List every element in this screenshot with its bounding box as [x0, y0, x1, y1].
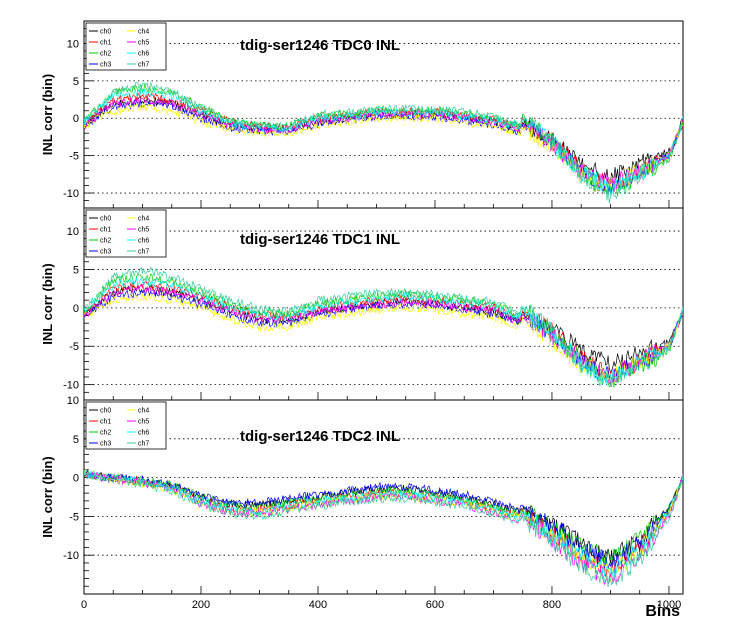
- y-tick-label: 5: [73, 264, 79, 276]
- series-line-ch7: [84, 81, 683, 204]
- y-tick-label: 5: [73, 76, 79, 88]
- legend-box: [85, 209, 167, 258]
- series-line-ch7: [84, 469, 683, 588]
- legend-label-ch2: ch2: [100, 430, 111, 437]
- legend-label-ch2: ch2: [100, 238, 111, 245]
- series-line-ch5: [84, 284, 683, 386]
- chart-title: tdig-ser1246 TDC0 INL: [240, 37, 400, 54]
- legend-label-ch6: ch6: [138, 51, 149, 58]
- legend-label-ch3: ch3: [100, 441, 111, 448]
- y-tick-label: -5: [69, 151, 79, 163]
- y-tick-label: 10: [67, 226, 79, 238]
- chart-title: tdig-ser1246 TDC2 INL: [240, 428, 400, 445]
- legend-label-ch4: ch4: [138, 29, 149, 36]
- legend: ch0 ch1 ch2 ch3 ch4 ch5 ch6 ch7: [85, 401, 167, 450]
- legend-label-ch5: ch5: [138, 227, 149, 234]
- legend-label-ch1: ch1: [100, 40, 111, 47]
- legend-label-ch0: ch0: [100, 408, 111, 415]
- legend-label-ch7: ch7: [138, 62, 149, 69]
- legend-label-ch5: ch5: [138, 40, 149, 47]
- x-tick-label: 400: [309, 599, 327, 611]
- x-tick-label: 0: [81, 599, 87, 611]
- y-axis-label: INL corr (bin): [40, 456, 55, 537]
- series-line-ch6: [84, 469, 683, 579]
- chart-panel-2: -10 -5 0 5 10 0 200 400 600 800 1000 tdig-ser1246 T…: [40, 395, 684, 620]
- legend-label-ch1: ch1: [100, 419, 111, 426]
- legend-label-ch3: ch3: [100, 62, 111, 69]
- series-line-ch2: [84, 470, 683, 566]
- legend: ch0 ch1 ch2 ch3 ch4 ch5 ch6 ch7: [85, 22, 167, 71]
- series-line-ch5: [84, 96, 683, 192]
- y-tick-label: -10: [63, 550, 79, 562]
- legend-box: [85, 401, 167, 450]
- x-tick-label: 800: [543, 599, 561, 611]
- series-line-ch4: [84, 292, 683, 387]
- series-line-ch6: [84, 87, 683, 196]
- legend-label-ch2: ch2: [100, 51, 111, 58]
- y-axis-label: INL corr (bin): [40, 263, 55, 344]
- y-tick-label: 0: [73, 303, 79, 315]
- y-tick-label: -10: [63, 380, 79, 392]
- y-tick-label: 10: [67, 38, 79, 50]
- legend-label-ch0: ch0: [100, 216, 111, 223]
- y-tick-label: 5: [73, 434, 79, 446]
- x-tick-label: 600: [426, 599, 444, 611]
- y-axis-label: INL corr (bin): [40, 74, 55, 155]
- legend-label-ch6: ch6: [138, 430, 149, 437]
- series-line-ch5: [84, 471, 683, 586]
- legend-label-ch4: ch4: [138, 408, 149, 415]
- y-tick-label: 10: [67, 395, 79, 407]
- legend-label-ch7: ch7: [138, 441, 149, 448]
- chart-title: tdig-ser1246 TDC1 INL: [240, 231, 400, 248]
- legend-label-ch6: ch6: [138, 238, 149, 245]
- x-tick-label: 1000: [657, 599, 681, 611]
- chart-panel-1: -10 -5 0 5 10 tdig-ser1246 TDC1 INL INL corr (…: [40, 207, 684, 401]
- y-tick-label: 0: [73, 473, 79, 485]
- legend-label-ch7: ch7: [138, 249, 149, 256]
- series-line-ch7: [84, 266, 683, 388]
- y-tick-label: -10: [63, 188, 79, 200]
- legend-label-ch3: ch3: [100, 249, 111, 256]
- x-axis-label: Bins: [645, 603, 680, 620]
- legend: ch0 ch1 ch2 ch3 ch4 ch5 ch6 ch7: [85, 209, 167, 258]
- legend-label-ch0: ch0: [100, 29, 111, 36]
- chart-panel-0: -10 -5 0 5 10 tdig-ser1246 TDC0 INL INL corr (…: [40, 20, 684, 209]
- y-tick-label: -5: [69, 511, 79, 523]
- legend-label-ch1: ch1: [100, 227, 111, 234]
- y-tick-label: -5: [69, 341, 79, 353]
- series-line-ch3: [84, 469, 683, 570]
- x-tick-label: 200: [192, 599, 210, 611]
- legend-box: [85, 22, 167, 71]
- legend-label-ch5: ch5: [138, 419, 149, 426]
- y-tick-label: 0: [73, 113, 79, 125]
- legend-label-ch4: ch4: [138, 216, 149, 223]
